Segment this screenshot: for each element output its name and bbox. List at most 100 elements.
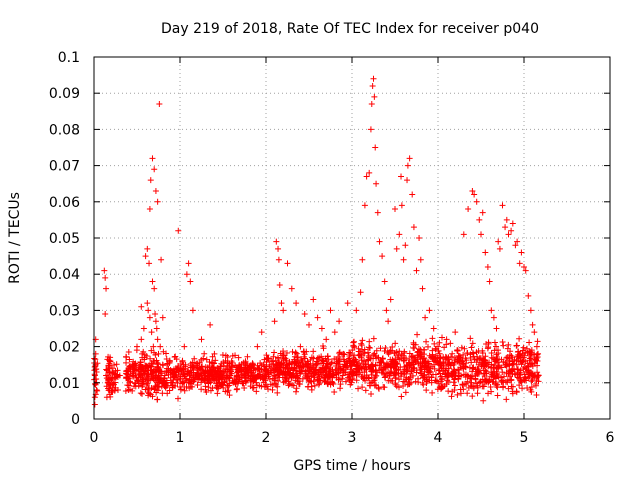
x-tick-label: 1	[176, 430, 185, 446]
baseline-point	[124, 382, 131, 389]
baseline-point	[336, 350, 343, 357]
data-point	[183, 271, 190, 278]
baseline-point	[392, 381, 399, 388]
baseline-point	[203, 388, 210, 395]
baseline-point	[513, 389, 520, 396]
baseline-point	[470, 353, 477, 360]
baseline-point	[506, 368, 513, 375]
baseline-point	[250, 384, 257, 391]
baseline-point	[362, 387, 369, 394]
baseline-point	[435, 380, 442, 387]
baseline-point	[219, 376, 226, 383]
baseline-point	[527, 386, 534, 393]
baseline-point	[272, 363, 279, 370]
baseline-point	[402, 376, 409, 383]
baseline-point	[378, 359, 385, 366]
baseline-point	[527, 354, 534, 361]
baseline-point	[92, 380, 99, 387]
data-point	[280, 307, 287, 314]
baseline-point	[494, 353, 501, 360]
baseline-point	[358, 342, 365, 349]
data-point	[275, 256, 282, 263]
baseline-point	[139, 376, 146, 383]
baseline-point	[488, 388, 495, 395]
baseline-point	[292, 377, 299, 384]
baseline-point	[194, 382, 201, 389]
data-point	[106, 387, 113, 394]
baseline-point	[516, 382, 523, 389]
baseline-point	[392, 359, 399, 366]
data-point	[363, 173, 370, 180]
baseline-point	[525, 374, 532, 381]
baseline-point	[410, 341, 417, 348]
baseline-point	[505, 385, 512, 392]
data-point	[336, 318, 343, 325]
baseline-point	[177, 386, 184, 393]
baseline-point	[139, 390, 146, 397]
baseline-point	[415, 379, 422, 386]
baseline-point	[429, 335, 436, 342]
data-point	[142, 365, 149, 372]
data-point	[91, 372, 98, 379]
baseline-point	[367, 355, 374, 362]
baseline-point	[355, 345, 362, 352]
baseline-point	[169, 382, 176, 389]
baseline-point	[163, 356, 170, 363]
baseline-point	[281, 371, 288, 378]
baseline-point	[111, 362, 118, 369]
baseline-point	[458, 372, 464, 379]
y-tick-label: 0.06	[49, 195, 80, 211]
baseline-point	[519, 358, 526, 365]
y-tick-label: 0.04	[49, 267, 80, 283]
baseline-point	[516, 371, 523, 378]
baseline-point	[466, 364, 473, 371]
data-point	[509, 220, 516, 227]
baseline-point	[503, 355, 510, 362]
baseline-point	[304, 363, 311, 370]
baseline-point	[274, 389, 281, 396]
baseline-point	[417, 363, 424, 370]
baseline-point	[142, 367, 149, 374]
baseline-point	[280, 379, 287, 386]
data-point	[516, 260, 523, 267]
baseline-point	[232, 362, 239, 369]
baseline-point	[362, 361, 369, 368]
baseline-point	[442, 353, 449, 360]
baseline-point	[363, 372, 370, 379]
data-point	[493, 325, 500, 332]
baseline-point	[330, 371, 337, 378]
baseline-point	[534, 338, 541, 345]
y-tick-label: 0.07	[49, 159, 80, 175]
baseline-point	[249, 373, 256, 380]
baseline-point	[358, 340, 365, 347]
baseline-point	[232, 352, 239, 359]
baseline-point	[283, 349, 290, 356]
baseline-point	[436, 339, 443, 346]
data-point	[175, 227, 182, 234]
baseline-point	[126, 356, 133, 363]
data-point	[241, 372, 248, 379]
baseline-point	[267, 367, 274, 374]
data-point	[154, 198, 161, 205]
baseline-point	[404, 366, 411, 373]
baseline-point	[321, 374, 328, 381]
baseline-point	[454, 356, 461, 363]
data-point	[107, 358, 114, 365]
baseline-point	[424, 343, 431, 350]
baseline-point	[366, 364, 373, 371]
baseline-point	[414, 331, 421, 338]
baseline-point	[511, 370, 518, 377]
baseline-point	[256, 366, 263, 373]
data-point	[387, 296, 394, 303]
baseline-point	[419, 359, 426, 366]
y-tick-label: 0.02	[49, 340, 80, 356]
baseline-point	[347, 350, 354, 357]
baseline-point	[324, 353, 331, 360]
baseline-point	[415, 348, 422, 355]
data-point	[284, 260, 291, 267]
baseline-point	[366, 338, 373, 345]
data-point	[129, 361, 136, 368]
baseline-point	[485, 390, 492, 397]
baseline-point	[185, 379, 192, 386]
data-point	[413, 267, 420, 274]
